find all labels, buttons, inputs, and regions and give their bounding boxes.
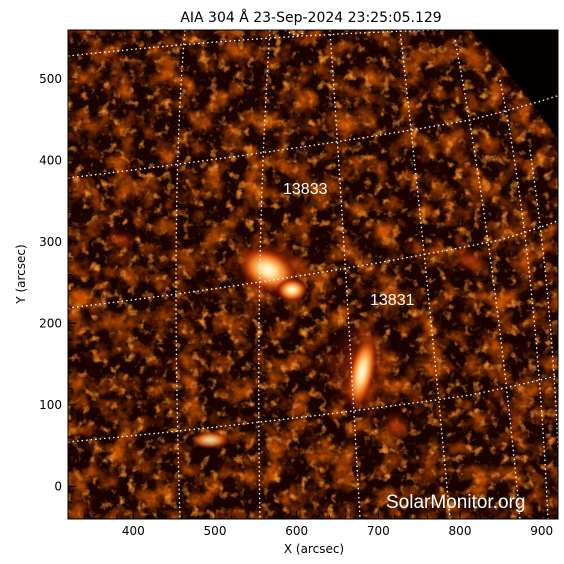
x-tick-label: 400 [122,524,145,538]
y-tick-label: 100 [39,398,62,412]
y-tick-label: 0 [54,479,62,493]
y-tick-label: 400 [39,153,62,167]
x-axis-label: X (arcsec) [284,542,344,556]
y-tick-label: 200 [39,316,62,330]
y-tick-label: 300 [39,235,62,249]
y-tick-label: 500 [39,72,62,86]
y-axis-label: Y (arcsec) [14,244,28,304]
watermark: SolarMonitor.org [386,492,525,513]
heliographic-grid [68,30,558,519]
x-tick-label: 800 [449,524,472,538]
y-axis-ticks: 0 100 200 300 400 500 [39,29,76,520]
x-axis-ticks: 400 500 600 700 800 900 [67,511,559,538]
x-tick-label: 600 [285,524,308,538]
region-label-13833: 13833 [283,181,328,198]
x-tick-label: 700 [367,524,390,538]
x-tick-label: 500 [204,524,227,538]
image-title: AIA 304 Å 23-Sep-2024 23:25:05.129 [180,9,441,26]
region-label-13831: 13831 [370,292,415,309]
x-tick-label: 900 [530,524,553,538]
solar-disk-image: 13833 13831 SolarMonitor.org [68,30,558,519]
